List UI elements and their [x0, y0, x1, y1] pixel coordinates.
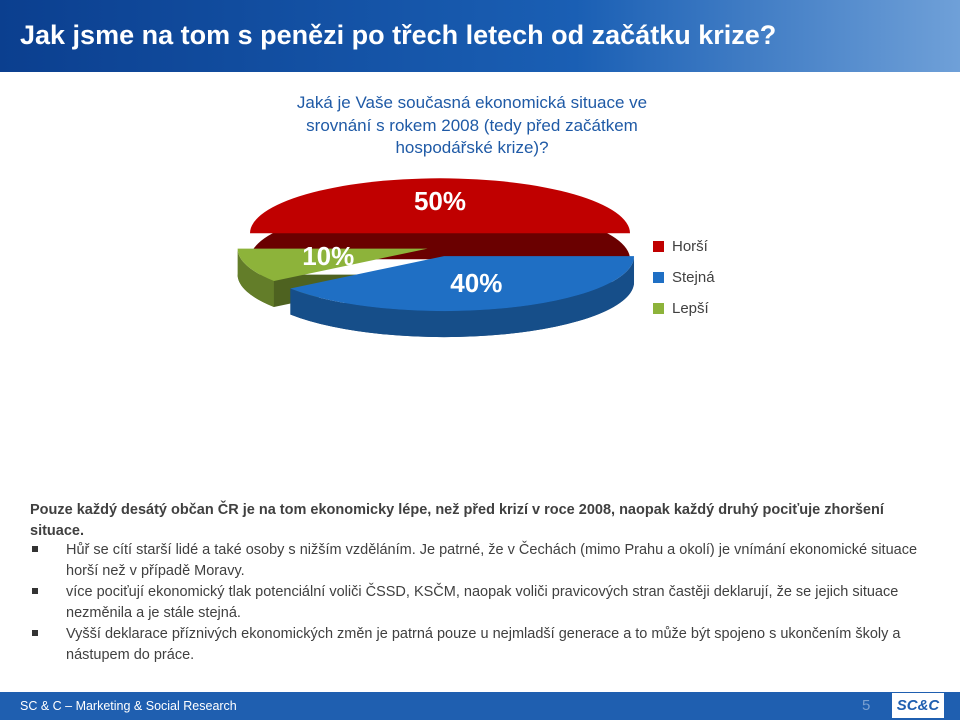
- question-line: Jaká je Vaše současná ekonomická situace…: [296, 93, 648, 112]
- question-line: hospodářské krize)?: [395, 138, 549, 157]
- data-label: 40%: [450, 268, 502, 298]
- question-line: srovnání s rokem 2008 (tedy před začátke…: [306, 115, 638, 135]
- legend-swatch: [653, 303, 664, 314]
- legend-label: Horší: [672, 238, 709, 255]
- slide-title: Jak jsme na tom s penězi po třech letech…: [20, 20, 777, 50]
- header-bar: Jak jsme na tom s penězi po třech letech…: [0, 0, 960, 72]
- footer-text: SC & C – Marketing & Social Research: [20, 699, 237, 713]
- summary: Pouze každý desátý občan ČR je na tom ek…: [30, 502, 884, 539]
- bullet-list: Hůř se cítí starší lidé a také osoby s n…: [30, 540, 946, 666]
- slice-side: [237, 248, 274, 307]
- slice: [237, 248, 428, 281]
- legend-label: Stejná: [672, 269, 715, 286]
- data-label: 50%: [414, 186, 466, 216]
- legend-swatch: [653, 241, 664, 252]
- bullet: Vyšší deklarace příznivých ekonomických …: [32, 624, 946, 665]
- logo: SC&C: [892, 693, 944, 718]
- page-number: 5: [862, 697, 871, 714]
- slice: [250, 178, 630, 234]
- bullet: Hůř se cítí starší lidé a také osoby s n…: [32, 540, 946, 581]
- slice: [290, 256, 635, 312]
- slice-side: [290, 256, 635, 338]
- footer-bar: SC & C – Marketing & Social Research 5 S…: [0, 692, 960, 720]
- legend-label: Lepší: [672, 300, 710, 317]
- chart: 50% 40% 10% Horší Stejná Lepší: [237, 178, 715, 338]
- bullet: více pociťují ekonomický tlak potenciáln…: [32, 582, 946, 623]
- legend-swatch: [653, 272, 664, 283]
- question: Jaká je Vaše současná ekonomická situace…: [230, 92, 714, 160]
- data-label: 10%: [302, 241, 354, 271]
